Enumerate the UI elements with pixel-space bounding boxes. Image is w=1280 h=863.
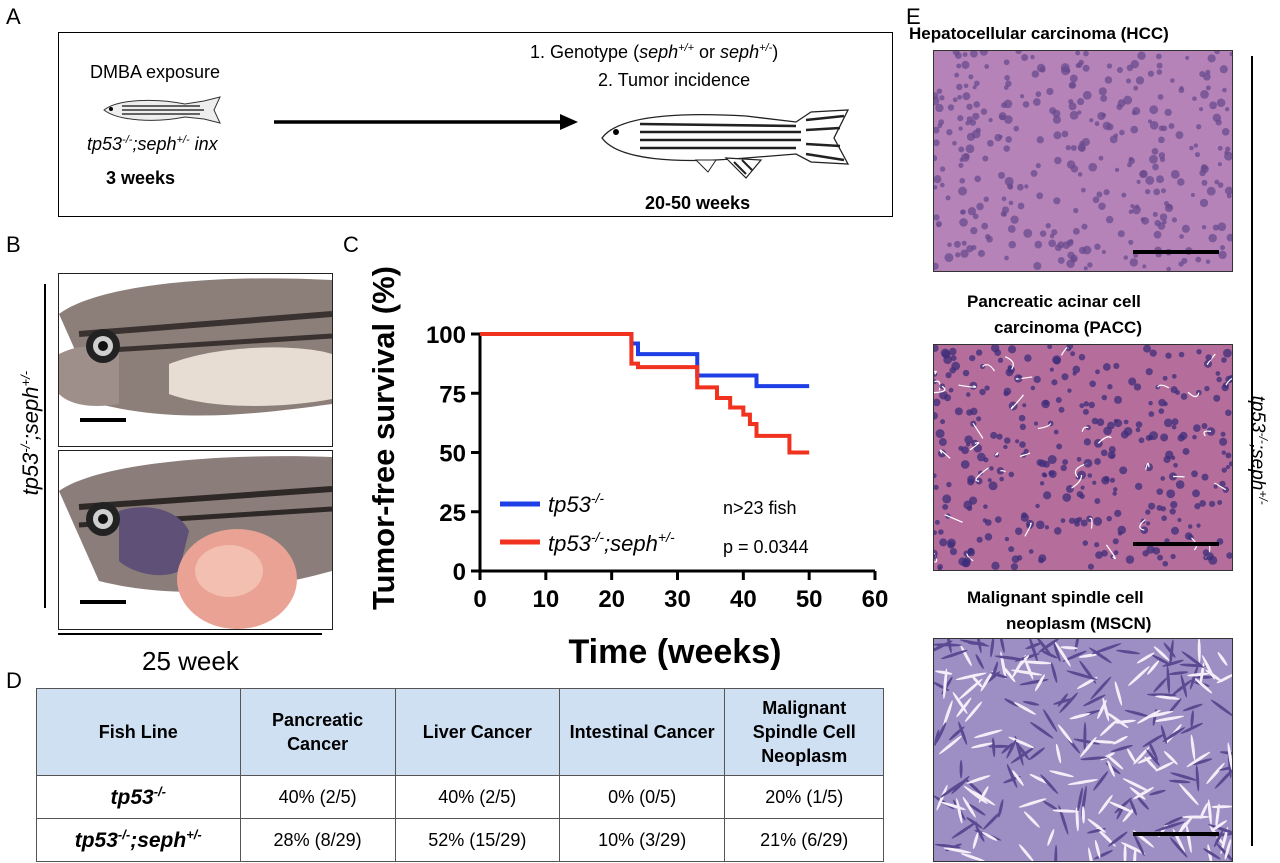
panel-a-genotype: tp53-/-;seph+/- inx	[87, 134, 218, 154]
y-tick-label: 100	[426, 322, 466, 349]
sample-size-annotation: n>23 fish	[723, 498, 797, 518]
x-tick-label: 40	[730, 586, 757, 613]
table-cell: 20% (1/5)	[724, 775, 884, 819]
scale-bar	[80, 600, 126, 604]
pacc-histology-image	[933, 344, 1233, 571]
survival-curve-2	[480, 332, 810, 455]
table-row: tp53-/-;seph+/- 28% (8/29) 52% (15/29) 1…	[36, 818, 884, 862]
panel-label-c: C	[343, 232, 359, 257]
panel-e-side-label: tp53-/-;seph+/-	[1246, 395, 1271, 505]
adult-fish-icon	[601, 109, 850, 179]
x-tick-label: 0	[473, 586, 486, 613]
hcc-title: Hepatocellular carcinoma (HCC)	[909, 24, 1169, 43]
genotype-step: 1. Genotype (seph+/+ or seph+/-)	[530, 42, 779, 62]
panel-label-b: B	[6, 232, 21, 257]
legend-label-tp53: tp53-/-	[548, 490, 604, 517]
table-cell: 40% (2/5)	[394, 775, 560, 819]
y-tick-label: 0	[453, 559, 466, 586]
scale-bar	[1133, 542, 1219, 546]
y-tick-label: 75	[439, 381, 466, 408]
table-header: Liver Cancer	[394, 688, 560, 776]
panel-e-vertical-bar	[1251, 56, 1253, 846]
fish-photo-normal	[58, 273, 333, 447]
panel-a-frame	[58, 32, 893, 217]
panel-label-e: E	[906, 4, 921, 29]
x-tick-label: 10	[532, 586, 559, 613]
pacc-title-line2: carcinoma (PACC)	[994, 318, 1142, 337]
mscn-title-line2: neoplasm (MSCN)	[1006, 614, 1152, 633]
row-label: tp53-/-;seph+/-	[36, 818, 241, 862]
x-tick-label: 30	[664, 586, 691, 613]
table-header: Fish Line	[36, 688, 241, 776]
age-3-weeks: 3 weeks	[106, 168, 176, 188]
mscn-title-line1: Malignant spindle cell	[967, 588, 1144, 607]
table-cell: 0% (0/5)	[558, 775, 726, 819]
scale-bar	[80, 418, 126, 422]
hcc-histology-image	[933, 50, 1233, 272]
row-label: tp53-/-	[36, 775, 241, 819]
table-cell: 10% (3/29)	[558, 818, 726, 862]
mscn-histology-image	[933, 638, 1233, 862]
legend-label-tp53-seph: tp53-/-;seph+/-	[548, 529, 675, 556]
table-cell: 21% (6/29)	[724, 818, 884, 862]
panel-b-horizontal-bar	[58, 633, 322, 635]
y-axis-label: Tumor-free survival (%)	[366, 266, 401, 610]
panel-b-vertical-bar	[44, 284, 46, 608]
table-cell: 28% (8/29)	[239, 818, 396, 862]
scale-bar	[1133, 250, 1219, 254]
x-axis-label: Time (weeks)	[569, 633, 782, 671]
fish-photo-tumor	[58, 450, 333, 630]
dmba-exposure-label: DMBA exposure	[90, 62, 221, 82]
x-tick-label: 50	[796, 586, 823, 613]
y-tick-label: 50	[439, 441, 466, 468]
small-fish-icon	[103, 96, 221, 124]
table-row: tp53-/- 40% (2/5) 40% (2/5) 0% (0/5) 20%…	[36, 775, 884, 819]
survival-curve-1	[480, 332, 810, 389]
p-value-annotation: p = 0.0344	[723, 537, 809, 557]
table-header: Malignant Spindle Cell Neoplasm	[724, 688, 884, 776]
x-tick-label: 60	[862, 586, 889, 613]
timeline-arrow	[274, 114, 578, 130]
panel-b-side-label: tp53-/-;seph+/-	[17, 370, 44, 496]
y-tick-label: 25	[439, 500, 466, 527]
table-cell: 40% (2/5)	[239, 775, 396, 819]
table-header: Pancreatic Cancer	[239, 688, 396, 776]
x-tick-label: 20	[598, 586, 625, 613]
panel-b-age-label: 25 week	[142, 646, 239, 676]
pacc-title-line1: Pancreatic acinar cell	[967, 292, 1141, 311]
table-cell: 52% (15/29)	[394, 818, 560, 862]
survival-chart: 0 10 20 30 40 50 60 0 25 50 75 100 Time (weeks) Tum…	[366, 266, 889, 671]
tumor-incidence-step: 2. Tumor incidence	[598, 70, 751, 90]
table-header: Intestinal Cancer	[558, 688, 726, 776]
age-20-50-weeks: 20-50 weeks	[645, 193, 751, 213]
panel-label-a: A	[6, 4, 21, 29]
panel-label-d: D	[6, 668, 22, 693]
tumor-incidence-table: Fish Line Pancreatic Cancer Liver Cancer…	[36, 688, 884, 862]
scale-bar	[1133, 832, 1219, 836]
